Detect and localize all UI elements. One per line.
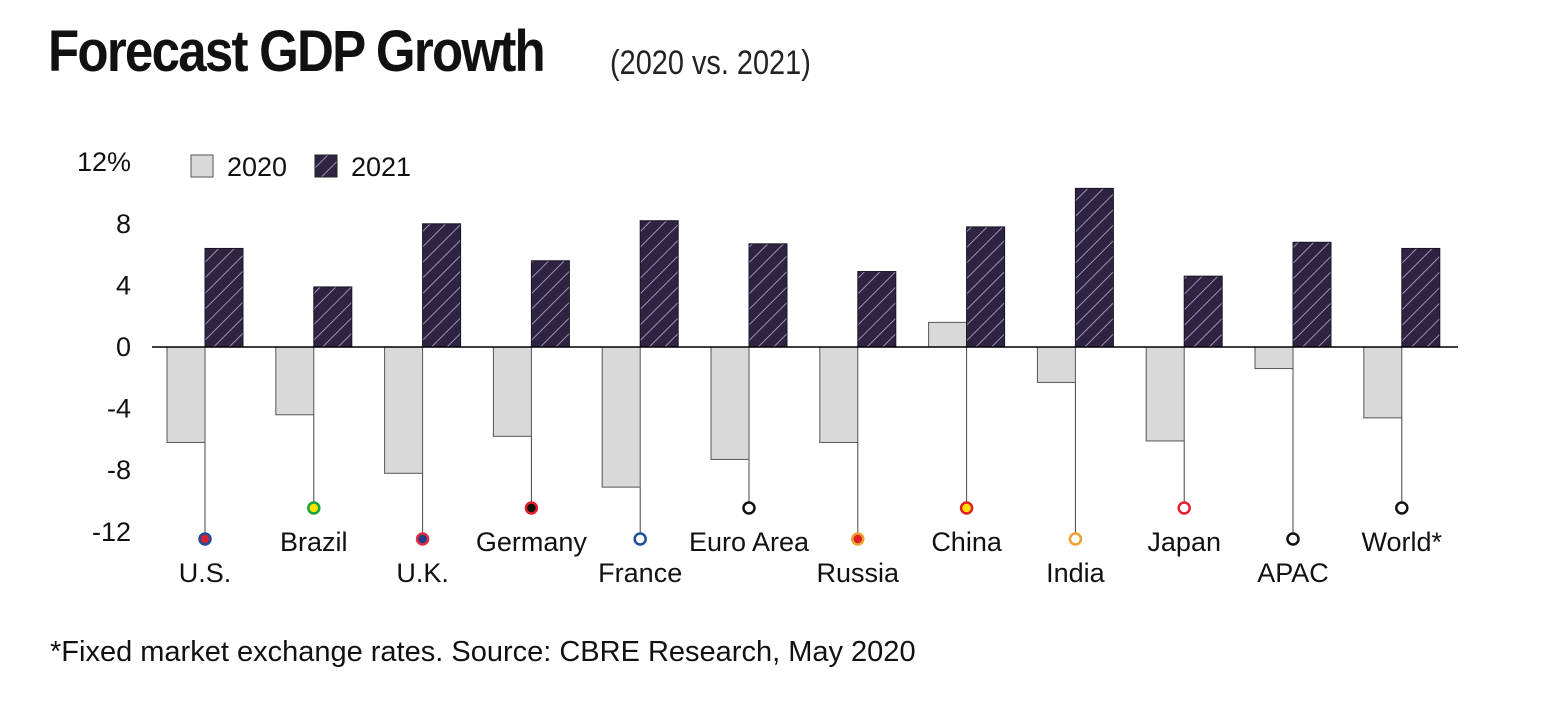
bar-2021 [422, 223, 462, 348]
legend-swatch-2021 [314, 154, 338, 178]
bar-2021 [204, 247, 244, 348]
country-marker [742, 501, 756, 515]
y-axis: 12% 8 4 0 -4 -8 -12 [77, 147, 131, 547]
country-marker [198, 532, 212, 546]
category-label: France [598, 558, 682, 588]
category-label: Japan [1147, 527, 1221, 557]
bar-2021 [1292, 241, 1332, 348]
bars [166, 187, 1441, 488]
country-marker [633, 532, 647, 546]
bar-2020 [1363, 346, 1403, 419]
bar-2020 [710, 346, 750, 460]
category-label: Russia [817, 558, 901, 588]
category-label: Brazil [280, 527, 348, 557]
bar-2021 [1401, 247, 1441, 348]
y-tick-label: -4 [107, 394, 131, 424]
footnote: *Fixed market exchange rates. Source: CB… [50, 636, 916, 668]
bar-2020 [819, 346, 859, 443]
country-marker [1068, 532, 1083, 546]
country-marker [1286, 532, 1300, 546]
country-marker [851, 532, 865, 546]
bar-2021 [1183, 275, 1223, 348]
bar-2020 [492, 346, 532, 437]
bar-2021 [857, 271, 897, 348]
y-tick-label: -12 [92, 517, 131, 547]
y-tick-label: 12% [77, 147, 131, 177]
category-label: India [1046, 558, 1106, 588]
country-marker [959, 501, 974, 515]
chart-subtitle: (2020 vs. 2021) [610, 44, 811, 82]
country-marker [307, 501, 321, 515]
leader-lines [204, 347, 1403, 533]
bar-2021 [313, 286, 353, 348]
bar-2020 [1254, 346, 1294, 370]
bar-2021 [530, 260, 570, 348]
category-label: World* [1362, 527, 1443, 557]
legend: 2020 2021 [190, 152, 411, 182]
bar-2021 [966, 226, 1006, 348]
legend-label-2021: 2021 [351, 152, 411, 182]
y-tick-label: -8 [107, 455, 131, 485]
bar-2020 [1036, 346, 1076, 383]
bar-2021 [639, 220, 679, 348]
bar-2021 [748, 243, 788, 348]
category-label: U.S. [179, 558, 232, 588]
category-label: APAC [1257, 558, 1329, 588]
bar-2020 [384, 346, 424, 474]
bar-2021 [1074, 187, 1114, 348]
legend-swatch-2020 [190, 154, 214, 178]
country-marker [415, 532, 430, 546]
bar-2020 [928, 321, 968, 348]
category-label: China [931, 527, 1003, 557]
y-tick-label: 0 [116, 332, 131, 362]
country-marker [1177, 501, 1191, 515]
category-label: U.K. [396, 558, 449, 588]
bar-2020 [275, 346, 315, 416]
country-marker [524, 501, 539, 515]
bar-2020 [1145, 346, 1185, 442]
bar-2020 [166, 346, 206, 443]
y-tick-label: 8 [116, 209, 131, 239]
country-marker [1395, 501, 1409, 515]
category-label: Euro Area [689, 527, 810, 557]
chart-title-wrap: Forecast GDP Growth [48, 18, 612, 85]
chart-title: Forecast GDP Growth [48, 19, 546, 84]
category-label: Germany [476, 527, 588, 557]
legend-label-2020: 2020 [227, 152, 287, 182]
y-tick-label: 4 [116, 270, 131, 300]
bar-2020 [601, 346, 641, 488]
